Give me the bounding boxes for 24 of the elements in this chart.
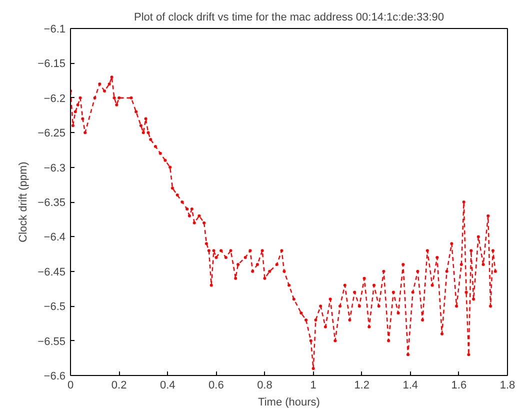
y-tick-label: −6.25 [38, 128, 66, 140]
x-tick-label: 1 [310, 380, 316, 392]
x-tick-label: 1.6 [451, 380, 467, 392]
y-tick-label: −6.1 [44, 24, 66, 36]
x-tick-label: 0.4 [160, 380, 176, 392]
y-tick-label: −6.4 [44, 232, 66, 244]
x-tick-label: 0.8 [257, 380, 272, 392]
x-tick-label: 0.2 [111, 380, 127, 392]
x-tick-label: 1.8 [500, 380, 516, 392]
y-tick-label: −6.2 [44, 92, 66, 105]
y-tick-label: −6.6 [44, 370, 66, 382]
y-tick-label: −6.35 [38, 197, 66, 209]
y-tick-label: −6.45 [38, 266, 66, 278]
x-axis-title: Time (hours) [258, 396, 320, 408]
x-tick-label: 1.4 [402, 380, 418, 392]
y-tick-label: −6.3 [44, 162, 66, 174]
y-tick-label: −6.15 [38, 58, 66, 70]
x-tick-label: 0 [67, 380, 74, 392]
x-tick-label: 1.2 [354, 380, 370, 392]
y-tick-label: −6.5 [44, 301, 66, 314]
x-tick-label: 0.6 [208, 380, 224, 392]
y-axis-title: Clock drift (ppm) [18, 162, 30, 242]
chart-title: Plot of clock drift vs time for the mac address 00:14:1c:de:33:90 [134, 12, 444, 24]
y-tick-label: −6.55 [38, 336, 66, 348]
